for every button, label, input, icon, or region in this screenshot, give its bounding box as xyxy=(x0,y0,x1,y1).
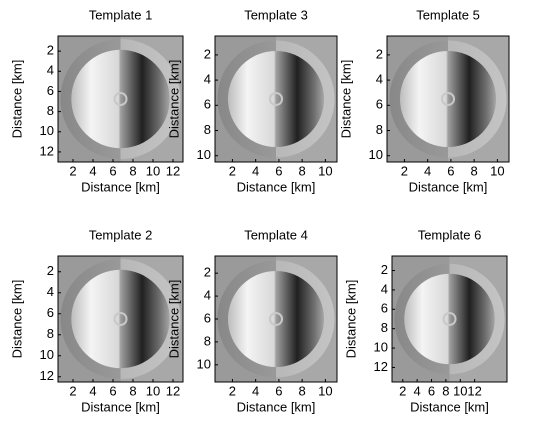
image-core xyxy=(228,51,324,147)
y-tick-label: 4 xyxy=(47,284,54,299)
y-tick-label: 6 xyxy=(47,305,54,320)
y-tick-label: 10 xyxy=(40,123,54,138)
y-tick-label: 4 xyxy=(204,288,211,303)
y-tick-label: 2 xyxy=(47,43,54,58)
x-axis-label: Distance [km] xyxy=(81,179,160,194)
x-tick-label: 10 xyxy=(146,163,160,178)
x-tick-label: 6 xyxy=(447,163,454,178)
image-core xyxy=(228,271,324,367)
x-tick-label: 8 xyxy=(471,163,478,178)
x-tick-label: 12 xyxy=(166,163,180,178)
y-tick-label: 10 xyxy=(197,147,211,162)
y-axis-label: Distance [km] xyxy=(166,280,181,359)
y-tick-label: 4 xyxy=(376,72,383,87)
y-tick-label: 8 xyxy=(47,326,54,341)
y-tick-label: 12 xyxy=(374,359,388,374)
x-tick-label: 10 xyxy=(146,383,160,398)
y-tick-label: 6 xyxy=(381,301,388,316)
x-tick-label: 8 xyxy=(442,383,449,398)
y-tick-label: 12 xyxy=(40,368,54,383)
y-tick-label: 6 xyxy=(47,83,54,98)
x-tick-label: 10 xyxy=(490,163,504,178)
y-tick-label: 8 xyxy=(381,320,388,335)
y-tick-label: 12 xyxy=(40,143,54,158)
x-tick-label: 4 xyxy=(89,383,96,398)
x-tick-label: 4 xyxy=(89,163,96,178)
x-tick-label: 12 xyxy=(467,383,481,398)
y-tick-label: 4 xyxy=(381,281,388,296)
y-tick-label: 6 xyxy=(376,97,383,112)
y-tick-label: 10 xyxy=(369,147,383,162)
y-tick-label: 2 xyxy=(381,262,388,277)
y-tick-label: 8 xyxy=(204,333,211,348)
y-tick-label: 8 xyxy=(204,122,211,137)
x-tick-label: 10 xyxy=(318,383,332,398)
y-axis-label: Distance [km] xyxy=(9,280,24,359)
y-tick-label: 2 xyxy=(204,46,211,61)
y-tick-label: 6 xyxy=(204,97,211,112)
y-tick-label: 2 xyxy=(47,263,54,278)
y-tick-label: 2 xyxy=(204,265,211,280)
y-axis-label: Distance [km] xyxy=(343,280,358,359)
y-axis-label: Distance [km] xyxy=(338,60,353,139)
y-tick-label: 2 xyxy=(376,46,383,61)
x-tick-label: 6 xyxy=(109,163,116,178)
x-tick-label: 8 xyxy=(299,383,306,398)
x-axis-label: Distance [km] xyxy=(410,399,489,414)
x-tick-label: 6 xyxy=(428,383,435,398)
x-tick-label: 4 xyxy=(252,383,259,398)
image-core xyxy=(71,270,169,368)
x-tick-label: 6 xyxy=(275,383,282,398)
x-tick-label: 2 xyxy=(229,163,236,178)
image-core xyxy=(400,51,496,147)
panel-title: Template 2 xyxy=(89,227,153,242)
panel-title: Template 4 xyxy=(244,227,308,242)
y-axis-label: Distance [km] xyxy=(9,60,24,139)
x-tick-label: 6 xyxy=(275,163,282,178)
figure: Template 1Distance [km]Distance [km]2468… xyxy=(0,0,545,423)
panel-title: Template 5 xyxy=(416,7,480,22)
x-tick-label: 2 xyxy=(69,163,76,178)
panel-title: Template 6 xyxy=(418,227,482,242)
y-tick-label: 10 xyxy=(40,347,54,362)
y-tick-label: 4 xyxy=(204,72,211,87)
x-axis-label: Distance [km] xyxy=(237,399,316,414)
x-axis-label: Distance [km] xyxy=(409,179,488,194)
x-tick-label: 2 xyxy=(229,383,236,398)
panel-title: Template 3 xyxy=(244,7,308,22)
y-tick-label: 8 xyxy=(47,103,54,118)
x-tick-label: 4 xyxy=(414,383,421,398)
x-tick-label: 8 xyxy=(299,163,306,178)
x-tick-label: 8 xyxy=(129,383,136,398)
x-axis-label: Distance [km] xyxy=(237,179,316,194)
x-tick-label: 2 xyxy=(401,163,408,178)
x-tick-label: 2 xyxy=(69,383,76,398)
y-tick-label: 6 xyxy=(204,310,211,325)
y-tick-label: 4 xyxy=(47,63,54,78)
y-tick-label: 8 xyxy=(376,122,383,137)
x-tick-label: 6 xyxy=(109,383,116,398)
image-core xyxy=(71,50,169,148)
panel-title: Template 1 xyxy=(89,7,153,22)
y-tick-label: 10 xyxy=(197,356,211,371)
x-tick-label: 2 xyxy=(399,383,406,398)
x-tick-label: 8 xyxy=(129,163,136,178)
x-tick-label: 4 xyxy=(424,163,431,178)
x-axis-label: Distance [km] xyxy=(81,399,160,414)
y-tick-label: 10 xyxy=(374,340,388,355)
x-tick-label: 10 xyxy=(318,163,332,178)
x-tick-label: 10 xyxy=(453,383,467,398)
x-tick-label: 4 xyxy=(252,163,259,178)
image-core xyxy=(404,274,495,365)
x-tick-label: 12 xyxy=(166,383,180,398)
y-axis-label: Distance [km] xyxy=(166,60,181,139)
